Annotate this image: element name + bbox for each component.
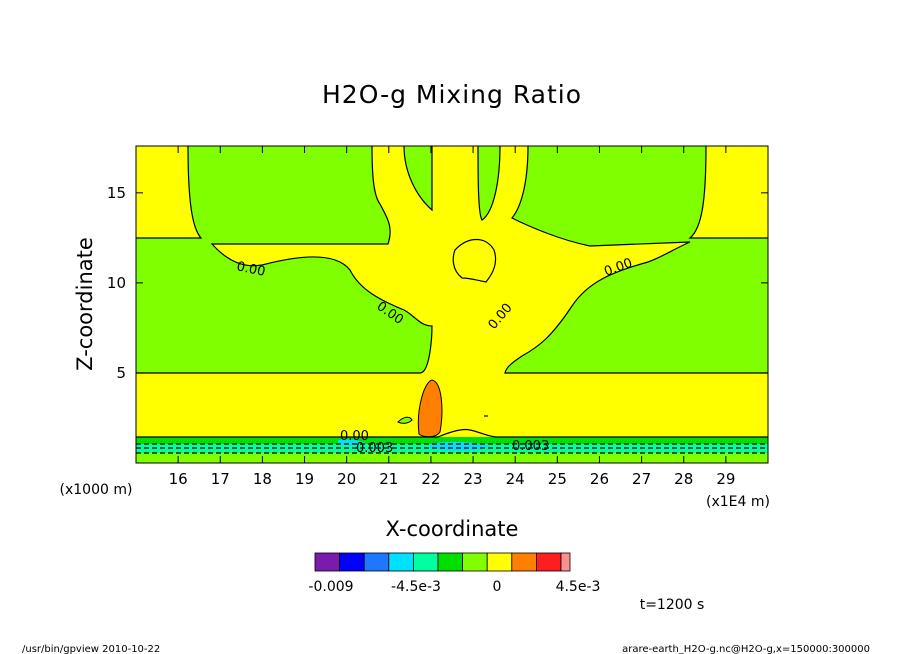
green-bump [397,416,413,424]
contour-fill-upper-right [690,146,768,238]
y-tick-label: 15 [107,184,126,202]
colorbar-tick-label: 0 [493,579,502,595]
x-tick-label: 21 [379,470,398,488]
contour-line [688,145,768,239]
plot-frame [135,145,769,464]
colorbar-swatch [388,552,414,572]
x-tick-label: 23 [464,470,483,488]
contour-line [136,145,433,374]
x-unit-left: (x1000 m) [60,482,133,498]
x-tick-label: 20 [337,470,356,488]
contour-label: 0.003 [356,441,393,456]
surface-band-lime [136,453,768,463]
colorbar-swatch [536,552,562,572]
x-tick-label: 17 [211,470,230,488]
footer-left: /usr/bin/gpview 2010-10-22 [22,644,160,654]
x-tick-label: 25 [548,470,567,488]
colorbar-swatch [486,552,513,572]
x-tick-label: 18 [253,470,272,488]
colorbar-labels: -0.009 -4.5e-3 0 4.5e-3 [308,579,600,595]
colorbar-swatch [363,552,390,572]
y-axis-title: Z-coordinate [73,237,97,371]
colorbar-tick-label: -0.009 [308,579,353,595]
x-tick-label: 19 [295,470,314,488]
x-tick-label: 28 [674,470,693,488]
contour-fill-center-column [136,146,768,437]
contour-line [136,428,768,438]
x-axis-title: X-coordinate [386,517,519,541]
x-unit-right: (x1E4 m) [706,494,770,510]
y-tick-label: 10 [107,274,126,292]
contour-label: 0.00 [235,259,266,280]
contour-line [452,238,497,283]
colorbar-swatch [560,552,571,572]
colorbar-swatch [511,552,537,572]
plot-area: 0.00 0.00 0.00 0.00 0.00 0.003 0.003 [135,145,769,464]
x-tick-label: 16 [169,470,188,488]
colorbar-swatch [339,552,365,572]
contour-line [477,145,501,221]
contour-lines [136,145,768,454]
axes: 16 17 18 19 20 21 22 23 24 25 26 27 28 29 5 10 15 [107,146,768,488]
chart-title: H2O-g Mixing Ratio [322,80,582,109]
surface-band-green [136,437,768,444]
x-tick-label: 24 [506,470,525,488]
x-tick-label: 26 [590,470,609,488]
contour-line [504,145,768,374]
contour-fill-inner-ring [453,239,496,282]
contour-line [403,145,433,212]
x-tick-label: 22 [421,470,440,488]
contour-label: 0.003 [512,439,549,454]
x-tick-label: 27 [632,470,651,488]
colorbar [314,552,571,572]
contour-line [136,145,203,239]
y-tick-label: 5 [116,364,126,382]
colorbar-swatch [462,552,488,572]
colorbar-tick-label: -4.5e-3 [391,579,441,595]
colorbar-swatch [412,552,439,572]
colorbar-swatch [314,552,341,572]
x-tick-label: 29 [716,470,735,488]
time-label: t=1200 s [640,597,705,613]
colorbar-swatch [437,552,464,572]
contour-fill-upper-left [136,146,201,238]
contour-label: 0.00 [340,429,369,444]
footer-right: arare-earth_H2O-g.nc@H2O-g,x=150000:3000… [622,644,870,654]
colorbar-tick-label: 4.5e-3 [556,579,601,595]
